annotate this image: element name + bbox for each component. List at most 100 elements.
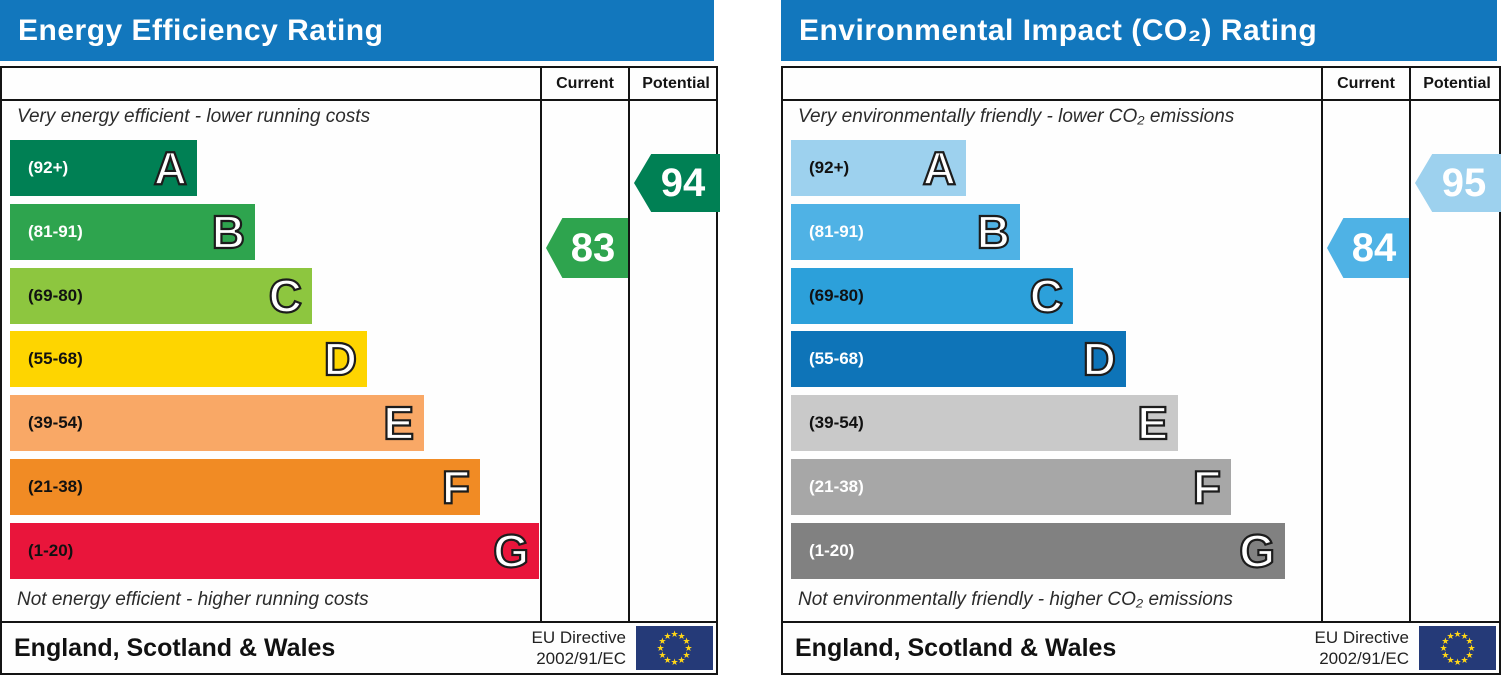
band-a: (92+) A (10, 140, 197, 196)
band-a-range: (92+) (809, 158, 850, 177)
band-b: (81-91) B (791, 204, 1020, 260)
bottom-caption: Not environmentally friendly - higher CO… (798, 589, 1233, 610)
svg-text:★: ★ (1467, 644, 1475, 654)
eu-flag-icon: ★★★ ★★★ ★★★ ★★★ (636, 626, 713, 670)
band-f-letter: F (441, 460, 471, 514)
band-d-letter: D (1082, 332, 1117, 386)
potential-column-divider (628, 68, 630, 623)
svg-text:★: ★ (1453, 630, 1461, 640)
svg-text:★: ★ (663, 632, 671, 642)
environmental-impact-panel: Environmental Impact (CO₂) Rating Curren… (781, 0, 1501, 675)
svg-text:★: ★ (1466, 651, 1474, 661)
band-c-range: (69-80) (809, 286, 864, 305)
current-column-divider (540, 68, 542, 623)
svg-text:★: ★ (1441, 637, 1449, 647)
svg-text:★: ★ (1446, 632, 1454, 642)
band-g-range: (1-20) (28, 541, 74, 560)
energy-efficiency-panel: Energy Efficiency Rating Current Potenti… (0, 0, 720, 675)
band-c: (69-80) C (791, 268, 1073, 324)
bottom-caption: Not energy efficient - higher running co… (17, 589, 369, 610)
svg-text:★: ★ (683, 651, 691, 661)
band-b-range: (81-91) (28, 222, 83, 241)
potential-column-header: Potential (642, 74, 710, 92)
band-a-letter: A (922, 141, 957, 195)
potential-rating-arrow: 95 (1415, 154, 1501, 212)
band-g: (1-20) G (791, 523, 1285, 579)
band-g-letter: G (492, 524, 530, 578)
band-c-letter: C (1029, 269, 1064, 323)
band-g: (1-20) G (10, 523, 539, 579)
header-divider (2, 99, 716, 101)
potential-column-divider (1409, 68, 1411, 623)
svg-text:★: ★ (1466, 637, 1474, 647)
svg-text:★: ★ (1453, 658, 1461, 668)
svg-text:★: ★ (658, 637, 666, 647)
environmental-impact-title: Environmental Impact (CO₂) Rating (781, 0, 1497, 61)
energy-rating-table: Current Potential Very energy efficient … (0, 66, 720, 675)
band-d-range: (55-68) (28, 349, 83, 368)
band-b-range: (81-91) (809, 222, 864, 241)
eu-directive-label: EU Directive 2002/91/EC (1314, 628, 1409, 668)
energy-efficiency-title: Energy Efficiency Rating (0, 0, 714, 61)
band-d-range: (55-68) (809, 349, 864, 368)
svg-text:★: ★ (677, 632, 685, 642)
current-rating-arrow: 83 (546, 218, 628, 278)
svg-text:★: ★ (670, 658, 678, 668)
band-c-range: (69-80) (28, 286, 83, 305)
band-g-letter: G (1238, 524, 1276, 578)
band-a-range: (92+) (28, 158, 69, 177)
svg-text:★: ★ (1441, 651, 1449, 661)
svg-text:★: ★ (658, 651, 666, 661)
band-f: (21-38) F (791, 459, 1231, 515)
band-b-letter: B (976, 205, 1011, 259)
band-a: (92+) A (791, 140, 966, 196)
top-caption: Very environmentally friendly - lower CO… (798, 106, 1235, 127)
region-label: England, Scotland & Wales (14, 633, 336, 662)
band-b: (81-91) B (10, 204, 255, 260)
band-g-range: (1-20) (809, 541, 855, 560)
band-e: (39-54) E (791, 395, 1178, 451)
band-e-letter: E (382, 396, 415, 450)
footer-divider (783, 621, 1499, 623)
band-d: (55-68) D (10, 331, 367, 387)
band-f-letter: F (1192, 460, 1222, 514)
region-label: England, Scotland & Wales (795, 633, 1117, 662)
band-f-range: (21-38) (28, 477, 83, 496)
svg-text:★: ★ (1460, 632, 1468, 642)
band-b-letter: B (211, 205, 246, 259)
co2-rating-table: Current Potential Very environmentally f… (781, 66, 1501, 675)
current-column-header: Current (1337, 74, 1395, 92)
current-column-divider (1321, 68, 1323, 623)
svg-text:★: ★ (1460, 656, 1468, 666)
band-a-letter: A (153, 141, 188, 195)
band-e-letter: E (1136, 396, 1169, 450)
svg-text:★: ★ (683, 637, 691, 647)
header-divider (783, 99, 1499, 101)
potential-rating-arrow: 94 (634, 154, 720, 212)
footer: England, Scotland & Wales EU Directive 2… (783, 623, 1499, 673)
svg-text:★: ★ (656, 644, 664, 654)
eu-flag-icon: ★★★ ★★★ ★★★ ★★★ (1419, 626, 1496, 670)
band-e-range: (39-54) (809, 413, 864, 432)
current-rating-value: 83 (570, 225, 616, 270)
band-e-range: (39-54) (28, 413, 83, 432)
svg-text:★: ★ (684, 644, 692, 654)
band-d: (55-68) D (791, 331, 1126, 387)
band-f-range: (21-38) (809, 477, 864, 496)
potential-column-header: Potential (1423, 74, 1491, 92)
band-c: (69-80) C (10, 268, 312, 324)
band-d-letter: D (323, 332, 358, 386)
footer: England, Scotland & Wales EU Directive 2… (2, 623, 716, 673)
svg-text:★: ★ (1439, 644, 1447, 654)
potential-rating-value: 95 (1441, 160, 1487, 205)
band-e: (39-54) E (10, 395, 424, 451)
potential-rating-value: 94 (660, 160, 706, 205)
current-column-header: Current (556, 74, 614, 92)
svg-text:★: ★ (670, 630, 678, 640)
eu-directive-label: EU Directive 2002/91/EC (531, 628, 626, 668)
current-rating-arrow: 84 (1327, 218, 1409, 278)
top-caption: Very energy efficient - lower running co… (17, 106, 371, 127)
current-rating-value: 84 (1351, 225, 1397, 270)
band-c-letter: C (268, 269, 303, 323)
